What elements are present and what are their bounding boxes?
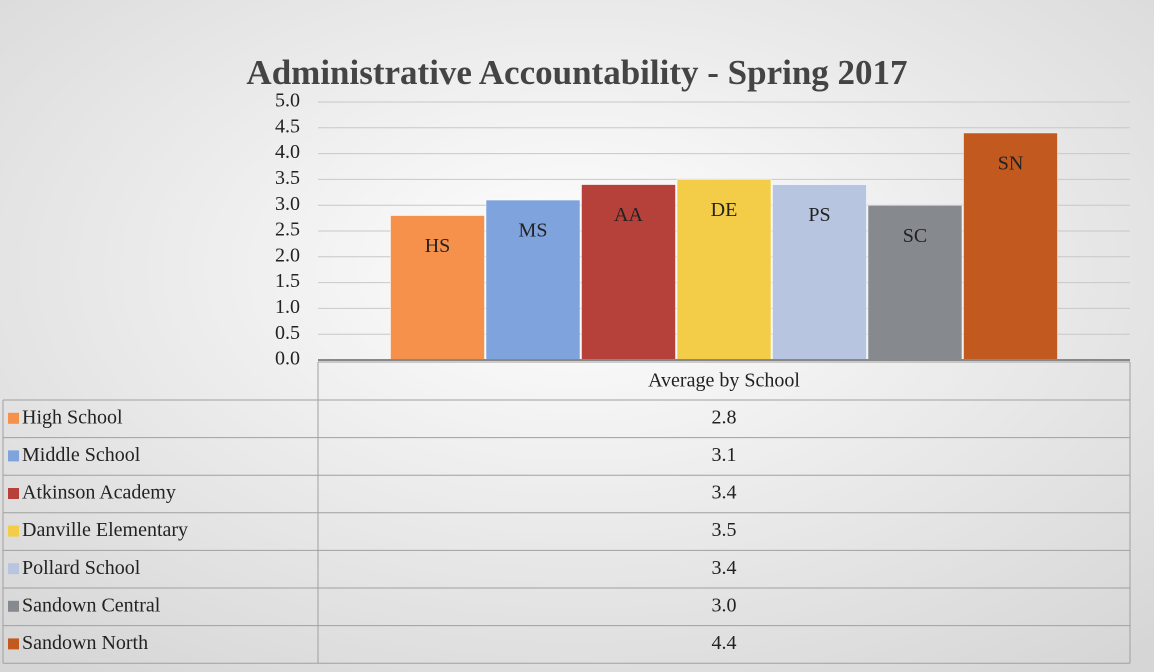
y-tick-label: 4.0 [275, 141, 300, 163]
legend-swatch [8, 488, 19, 499]
legend-swatch [8, 638, 19, 650]
y-tick-label: 0.0 [275, 348, 300, 370]
y-tick-label: 1.5 [275, 270, 300, 292]
table-value: 3.4 [712, 482, 737, 504]
bar-label: SN [998, 153, 1024, 175]
table-value: 2.8 [712, 406, 737, 428]
bar-label: MS [519, 220, 548, 242]
legend-swatch [8, 450, 19, 462]
legend-swatch [8, 600, 19, 612]
legend-label: Sandown Central [22, 594, 161, 616]
legend-swatch [8, 525, 19, 537]
y-tick-label: 3.5 [275, 167, 300, 189]
bar [390, 215, 485, 361]
bar-label: DE [711, 199, 738, 221]
bar-label: PS [808, 204, 830, 226]
bar [963, 132, 1058, 361]
bar [772, 184, 867, 361]
y-tick-label: 2.5 [275, 219, 300, 241]
bar [676, 179, 772, 361]
bar-label: HS [425, 235, 451, 257]
legend-swatch [8, 563, 19, 575]
bar [485, 199, 581, 361]
table-value: 3.0 [712, 594, 737, 616]
legend-swatch [8, 412, 19, 424]
table-header: Average by School [648, 370, 800, 392]
chart-title: Administrative Accountability - Spring 2… [246, 53, 907, 92]
bar-label: AA [614, 204, 643, 226]
y-tick-label: 1.0 [275, 296, 300, 318]
bar [867, 204, 963, 361]
y-tick-label: 3.0 [275, 193, 300, 215]
table-value: 3.4 [712, 557, 737, 579]
legend-label: Pollard School [22, 557, 141, 579]
y-tick-label: 2.0 [275, 244, 300, 266]
y-tick-label: 0.5 [275, 322, 300, 344]
table-value: 4.4 [712, 632, 737, 654]
y-tick-label: 5.0 [275, 90, 300, 112]
legend-label: Middle School [22, 444, 141, 466]
table-value: 3.1 [712, 444, 737, 466]
legend-label: High School [22, 406, 123, 428]
bar-label: SC [903, 225, 927, 247]
legend-label: Atkinson Academy [22, 482, 176, 504]
y-tick-label: 4.5 [275, 115, 300, 137]
legend-label: Danville Elementary [22, 519, 188, 541]
table-value: 3.5 [712, 519, 737, 541]
bar [581, 184, 676, 361]
legend-label: Sandown North [22, 632, 148, 654]
